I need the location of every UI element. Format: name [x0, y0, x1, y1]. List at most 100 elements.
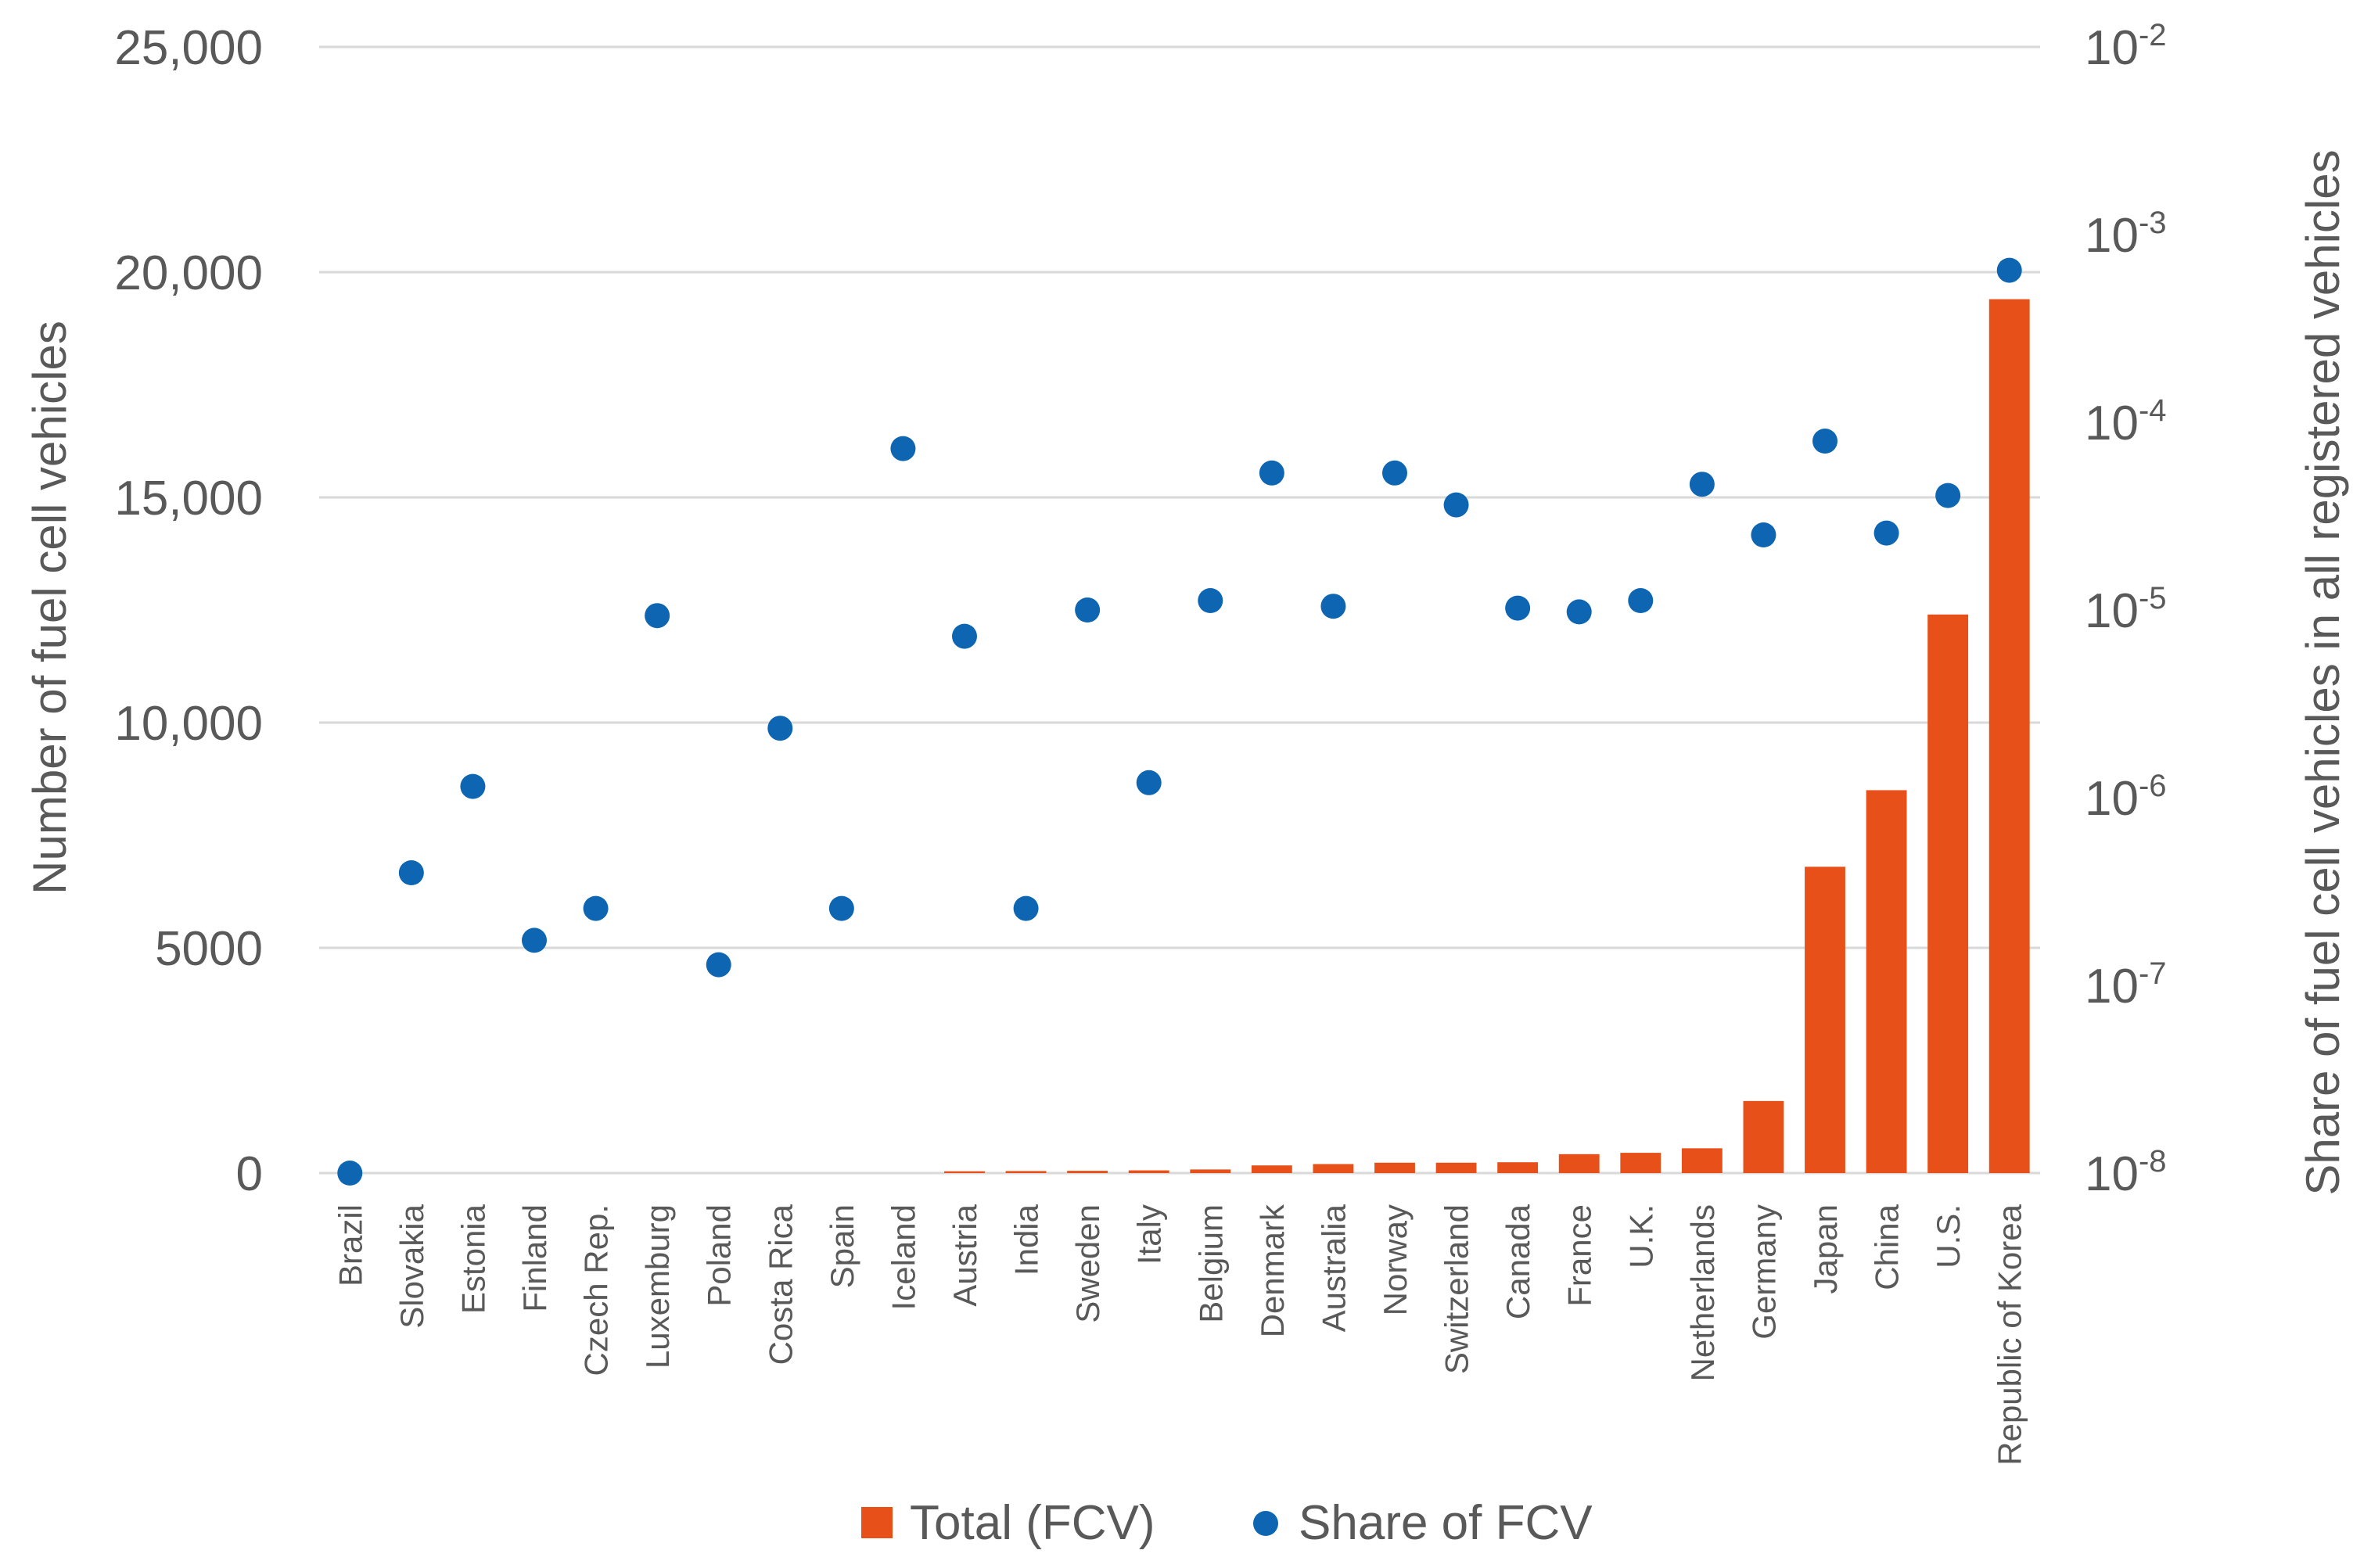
data-point	[522, 928, 547, 953]
x-tick-label: U.K.	[1622, 1204, 1659, 1268]
x-tick-label: Germany	[1745, 1204, 1782, 1340]
data-point	[1935, 483, 1961, 508]
x-tick-label: Australia	[1315, 1204, 1352, 1332]
legend-label-total-fcv: Total (FCV)	[910, 1496, 1155, 1550]
data-point	[1075, 597, 1101, 623]
data-point	[1689, 472, 1715, 497]
x-tick-label: Estonia	[454, 1204, 491, 1314]
right-y-tick-label: 10-6	[2085, 769, 2167, 826]
data-point	[1443, 492, 1469, 518]
data-point	[1136, 770, 1162, 795]
x-tick-label: India	[1008, 1204, 1045, 1276]
bar	[1190, 1169, 1231, 1173]
bar	[1988, 299, 2030, 1173]
data-point	[1751, 522, 1776, 547]
bar	[1866, 790, 1907, 1173]
x-tick-label: Denmark	[1254, 1204, 1291, 1337]
bar	[1005, 1171, 1047, 1173]
legend-marker-share-fcv	[1253, 1511, 1278, 1536]
x-tick-label: Czech Rep.	[578, 1204, 615, 1376]
data-point	[1320, 594, 1346, 619]
data-point	[1996, 257, 2022, 283]
bar	[1558, 1154, 1600, 1173]
bar	[1497, 1162, 1539, 1173]
left-y-tick-label: 10,000	[114, 697, 263, 751]
bar	[944, 1171, 985, 1173]
data-point	[828, 895, 854, 921]
data-point	[767, 716, 793, 741]
bar-series-total-fcv	[944, 299, 2030, 1173]
right-y-axis-title: Share of fuel cell vehicles in all regis…	[2297, 149, 2349, 1195]
x-tick-label: China	[1869, 1204, 1906, 1290]
data-point	[706, 952, 731, 978]
data-point	[1198, 588, 1223, 613]
bar	[1067, 1171, 1108, 1173]
bar	[1743, 1100, 1784, 1173]
bar	[1620, 1153, 1661, 1173]
bar	[1374, 1162, 1415, 1173]
x-tick-label: Poland	[701, 1204, 738, 1307]
x-tick-label: Luxemburg	[639, 1204, 676, 1369]
legend-swatch-total-fcv	[861, 1507, 893, 1538]
x-tick-label: Norway	[1377, 1204, 1414, 1315]
data-point	[1013, 895, 1039, 921]
x-tick-label: Switzerland	[1439, 1204, 1475, 1374]
bar	[1805, 867, 1845, 1173]
data-point	[1505, 595, 1531, 621]
bar	[1313, 1164, 1354, 1173]
data-point	[1566, 599, 1592, 625]
x-tick-label: Netherlands	[1684, 1204, 1721, 1381]
x-tick-label: Spain	[824, 1204, 860, 1288]
x-tick-label: Republic of Korea	[1992, 1204, 2028, 1466]
right-y-axis: 10-8 10-7 10-6 10-5 10-4 10-3 10-2	[2085, 18, 2167, 1201]
data-point	[337, 1161, 363, 1186]
data-point	[460, 773, 486, 799]
data-point	[398, 860, 424, 885]
data-point	[1382, 460, 1407, 486]
x-tick-label: Finland	[516, 1204, 553, 1312]
gridlines	[319, 45, 2040, 1175]
legend-label-share-fcv: Share of FCV	[1299, 1496, 1593, 1550]
data-point	[1812, 429, 1838, 454]
left-y-tick-label: 20,000	[114, 246, 263, 300]
x-tick-label: Austria	[947, 1204, 983, 1306]
data-point	[890, 436, 916, 461]
x-tick-label: Costa Rica	[762, 1204, 799, 1365]
bar	[1435, 1162, 1477, 1173]
right-y-tick-label: 10-2	[2085, 18, 2167, 75]
left-y-axis-title: Number of fuel cell vehicles	[23, 321, 76, 895]
data-point	[952, 623, 977, 649]
scatter-series-share-fcv	[337, 257, 2022, 1186]
data-point	[583, 895, 609, 921]
data-point	[1259, 460, 1284, 486]
x-tick-label: Slovakia	[393, 1204, 430, 1328]
x-tick-label: U.S.	[1930, 1204, 1967, 1268]
x-tick-label: Italy	[1131, 1204, 1168, 1265]
left-y-axis: 0 5000 10,000 15,000 20,000 25,000	[114, 21, 263, 1201]
x-tick-label: Japan	[1807, 1204, 1844, 1294]
x-tick-label: Canada	[1500, 1204, 1536, 1319]
bar	[1927, 614, 1969, 1173]
right-y-tick-label: 10-4	[2085, 393, 2167, 450]
data-point	[1873, 520, 1899, 546]
left-y-tick-label: 15,000	[114, 472, 263, 526]
left-y-tick-label: 0	[236, 1147, 263, 1201]
bar	[1681, 1148, 1723, 1173]
bar	[1128, 1170, 1169, 1173]
legend: Total (FCV) Share of FCV	[861, 1496, 1593, 1550]
bar	[1251, 1165, 1292, 1173]
x-tick-label: Belgium	[1192, 1204, 1229, 1323]
x-tick-label: Brazil	[332, 1204, 368, 1286]
data-point	[645, 603, 670, 629]
right-y-tick-label: 10-3	[2085, 206, 2167, 263]
x-tick-label: France	[1561, 1204, 1598, 1307]
left-y-tick-label: 25,000	[114, 21, 263, 75]
right-y-tick-label: 10-5	[2085, 581, 2167, 638]
data-point	[1628, 588, 1654, 613]
x-axis: Brazil Slovakia Estonia Finland Czech Rep. Lu…	[332, 1204, 2028, 1466]
x-tick-label: Sweden	[1069, 1204, 1106, 1323]
right-y-tick-label: 10-8	[2085, 1144, 2167, 1201]
right-y-tick-label: 10-7	[2085, 956, 2167, 1014]
left-y-tick-label: 5000	[155, 922, 263, 976]
